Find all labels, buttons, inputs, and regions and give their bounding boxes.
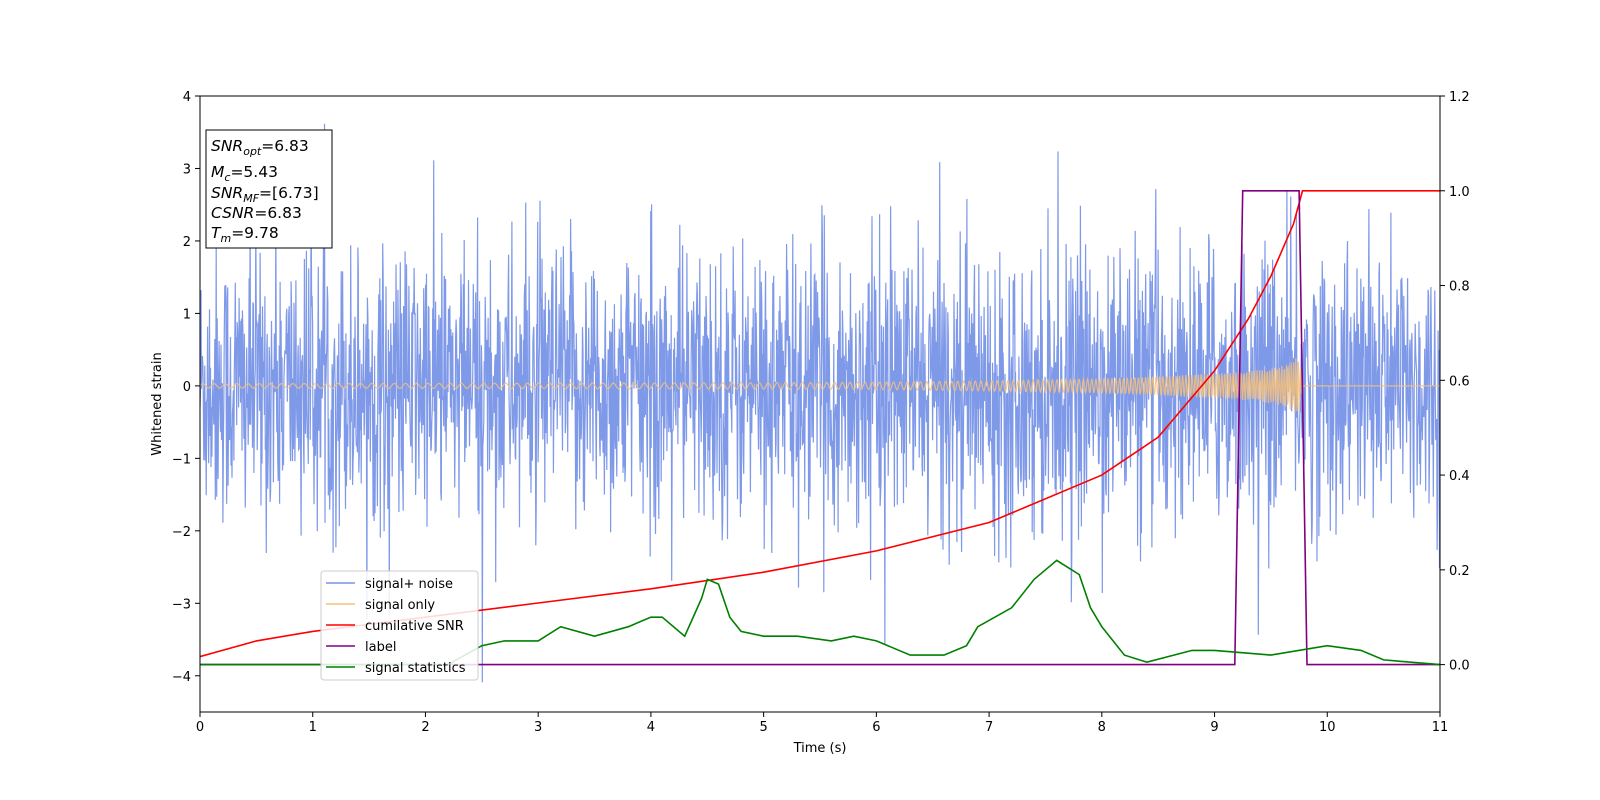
y2-tick-label: 0.6 bbox=[1449, 374, 1470, 389]
y2-tick-label: 0.8 bbox=[1449, 280, 1470, 295]
legend-label-signal-only: signal only bbox=[365, 598, 435, 613]
series-signal-only bbox=[200, 358, 1440, 413]
y2-tick-label: 0.2 bbox=[1449, 564, 1470, 579]
plot-frame bbox=[199, 95, 1441, 713]
y-tick-label: −1 bbox=[172, 452, 191, 467]
y-tick-label: 2 bbox=[183, 235, 191, 250]
x-tick-label: 1 bbox=[309, 720, 317, 735]
info-box: SNRopt=6.83 Mc=5.43 SNRMF=[6.73] CSNR=6.… bbox=[205, 129, 333, 249]
y-tick-label: 3 bbox=[183, 162, 191, 177]
legend: signal+ noise signal only cumilative SNR… bbox=[320, 570, 479, 681]
info-snr-mf: SNRMF=[6.73] bbox=[211, 184, 319, 205]
y2-tick-label: 0.4 bbox=[1449, 469, 1470, 484]
legend-frame bbox=[320, 570, 479, 681]
x-tick-label: 8 bbox=[1098, 720, 1106, 735]
info-mc: Mc=5.43 bbox=[211, 163, 278, 184]
y-tick-label: −2 bbox=[172, 525, 191, 540]
y-tick-label: 4 bbox=[183, 90, 191, 105]
y2-tick-label: 1.0 bbox=[1449, 185, 1470, 200]
series-signal-statistics bbox=[200, 559, 1440, 666]
info-box-frame bbox=[205, 129, 333, 249]
legend-label-cumulative-snr: cumilative SNR bbox=[365, 619, 464, 634]
x-tick-label: 3 bbox=[534, 720, 542, 735]
legend-label-label: label bbox=[365, 640, 396, 655]
legend-label-signal-noise: signal+ noise bbox=[365, 577, 453, 592]
legend-label-signal-statistics: signal statistics bbox=[365, 661, 466, 676]
y-tick-label: 1 bbox=[183, 307, 191, 322]
info-csnr: CSNR=6.83 bbox=[211, 204, 302, 222]
x-tick-label: 11 bbox=[1432, 720, 1449, 735]
axis-ticks: 0 1 2 3 4 5 6 7 8 9 10 11 −4 −3 −2 −1 0 1 2 3 4 0.0 0.2 0.4 0.6 0… bbox=[172, 90, 1470, 735]
x-tick-label: 2 bbox=[421, 720, 429, 735]
x-tick-label: 4 bbox=[647, 720, 655, 735]
series-label bbox=[200, 190, 1440, 666]
y-tick-label: −4 bbox=[172, 670, 191, 685]
y-tick-label: −3 bbox=[172, 597, 191, 612]
x-tick-label: 5 bbox=[759, 720, 767, 735]
y2-tick-label: 1.2 bbox=[1449, 90, 1470, 105]
x-axis-label: Time (s) bbox=[793, 741, 847, 756]
x-tick-label: 7 bbox=[985, 720, 993, 735]
info-snr-opt: SNRopt=6.83 bbox=[211, 137, 309, 158]
series-signal-noise bbox=[200, 123, 1440, 683]
y-axis-label: Whitened strain bbox=[150, 352, 165, 455]
info-tm: Tm=9.78 bbox=[211, 224, 279, 245]
y2-tick-label: 0.0 bbox=[1449, 659, 1470, 674]
x-tick-label: 10 bbox=[1319, 720, 1336, 735]
y-tick-label: 0 bbox=[183, 380, 191, 395]
x-tick-label: 9 bbox=[1210, 720, 1218, 735]
x-tick-label: 0 bbox=[196, 720, 204, 735]
x-tick-label: 6 bbox=[872, 720, 880, 735]
